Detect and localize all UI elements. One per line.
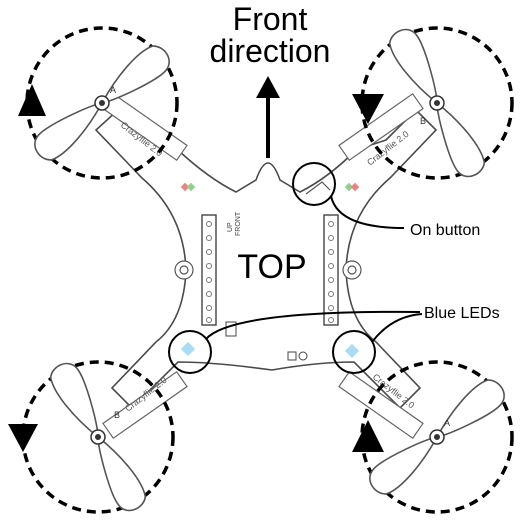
power-connector-marks [287,351,308,361]
front-direction-label-line1: Front [233,1,308,37]
front-mark: FRONT [235,211,242,236]
mounting-holes [174,260,362,280]
blue-led-left [180,341,196,357]
prop-letter-fr: B [420,116,426,126]
propeller-rear-right: A [352,360,514,514]
rotation-circle-rear-right [360,360,514,514]
rotation-arrow-front-left-icon [18,84,46,116]
motor-arms [102,92,424,440]
blue-led-right-highlight [332,330,376,374]
on-button-label: On button [410,222,480,239]
rotation-arrow-rear-right-icon [352,420,384,452]
blue-led-right [344,343,360,359]
rotation-circle-front-right [360,26,514,180]
up-mark: UP [227,222,234,232]
front-direction-label-line2: direction [210,33,331,69]
front-direction-arrow-icon [256,76,280,158]
prop-letter-rl: B [114,410,120,420]
propeller-rear-left: B [8,356,175,518]
pin-header-left [201,214,217,326]
connector [225,321,237,337]
top-label: TOP [237,248,306,286]
blue-leds-callout-left [205,310,421,340]
rotation-arrow-rear-left-icon [8,424,38,452]
blue-leds-callout-right [371,313,423,343]
status-led-right [344,182,360,192]
rotation-circle-front-left [25,26,179,180]
on-button-component [305,181,331,195]
pin-header-right [323,214,339,326]
blue-leds-label: Blue LEDs [424,305,500,322]
rotation-arrow-front-right-icon [352,94,384,124]
rotation-circle-rear-left [21,360,175,514]
propeller-front-right: B [352,22,514,184]
on-button-callout-line [330,195,405,229]
blue-led-left-highlight [168,330,212,374]
status-led-left [180,182,196,192]
propeller-front-left: A [18,26,179,180]
on-button-highlight [292,162,336,206]
prop-letter-rr: A [444,418,450,428]
prop-letter-fl: A [110,85,116,95]
